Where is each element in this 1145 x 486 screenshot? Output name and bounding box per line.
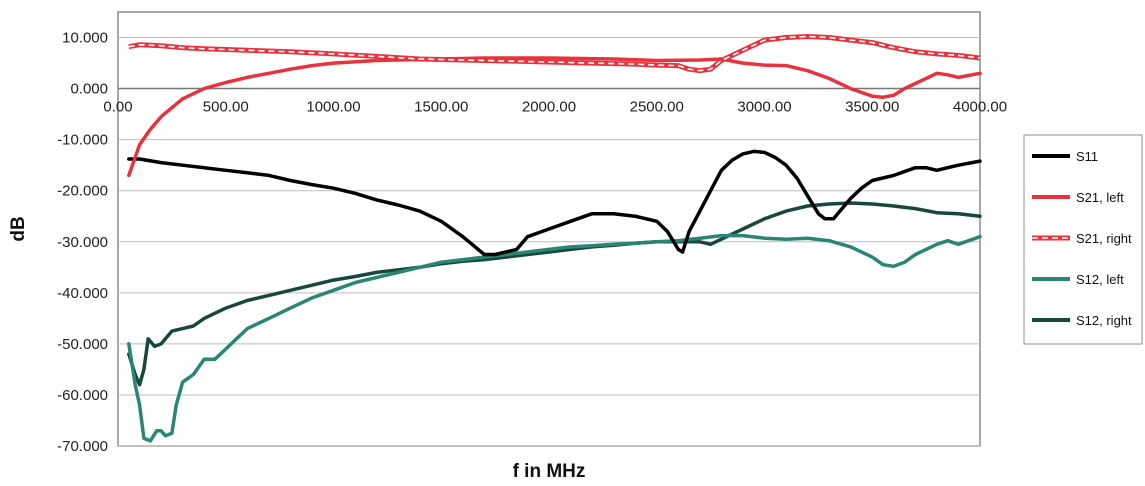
series-lines bbox=[127, 34, 982, 443]
y-tick-label: -40.000 bbox=[57, 285, 108, 302]
y-tick-label: 10.000 bbox=[62, 30, 108, 47]
x-tick-label: 2000.00 bbox=[522, 99, 576, 116]
legend-items: S11 S21, left S21, right S12, left S12, righ… bbox=[1032, 149, 1132, 328]
legend: S11 S21, left S21, right S12, left S12, righ… bbox=[1023, 134, 1143, 345]
legend-label: S21, left bbox=[1076, 190, 1124, 205]
y-tick-label: -30.000 bbox=[57, 234, 108, 251]
legend-label: S11 bbox=[1076, 149, 1098, 164]
y-tick-label: -50.000 bbox=[57, 336, 108, 353]
series-line bbox=[127, 233, 982, 443]
x-tick-label: 1500.00 bbox=[414, 99, 468, 116]
y-tick-label: 0.000 bbox=[70, 81, 108, 98]
legend-label: S12, left bbox=[1076, 272, 1124, 287]
legend-label: S21, right bbox=[1076, 231, 1132, 246]
series-line bbox=[127, 149, 982, 257]
y-tick-label: -20.000 bbox=[57, 183, 108, 200]
x-tick-labels: 0.00 500.00 1000.00 1500.00 2000.00 2500.00 30… bbox=[103, 99, 1007, 116]
x-tick-label: 3000.00 bbox=[737, 99, 791, 116]
x-tick-label: 3500.00 bbox=[845, 99, 899, 116]
x-axis-title: f in MHz bbox=[513, 461, 586, 482]
x-tick-label: 2500.00 bbox=[630, 99, 684, 116]
x-tick-label: 500.00 bbox=[203, 99, 249, 116]
x-tick-label: 1000.00 bbox=[306, 99, 360, 116]
x-tick-label: 0.00 bbox=[103, 99, 132, 116]
series-line bbox=[127, 56, 982, 178]
series-line bbox=[127, 201, 982, 387]
series-line-dash bbox=[128, 35, 981, 72]
y-tick-label: -70.000 bbox=[57, 438, 108, 455]
y-tick-label: -10.000 bbox=[57, 132, 108, 149]
legend-label: S12, right bbox=[1076, 313, 1132, 328]
y-tick-label: -60.000 bbox=[57, 387, 108, 404]
x-tick-label: 4000.00 bbox=[953, 99, 1007, 116]
y-tick-labels: 10.000 0.000 -10.000 -20.000 -30.000 -40.000 -… bbox=[57, 30, 108, 455]
y-axis-title: dB bbox=[8, 216, 29, 241]
